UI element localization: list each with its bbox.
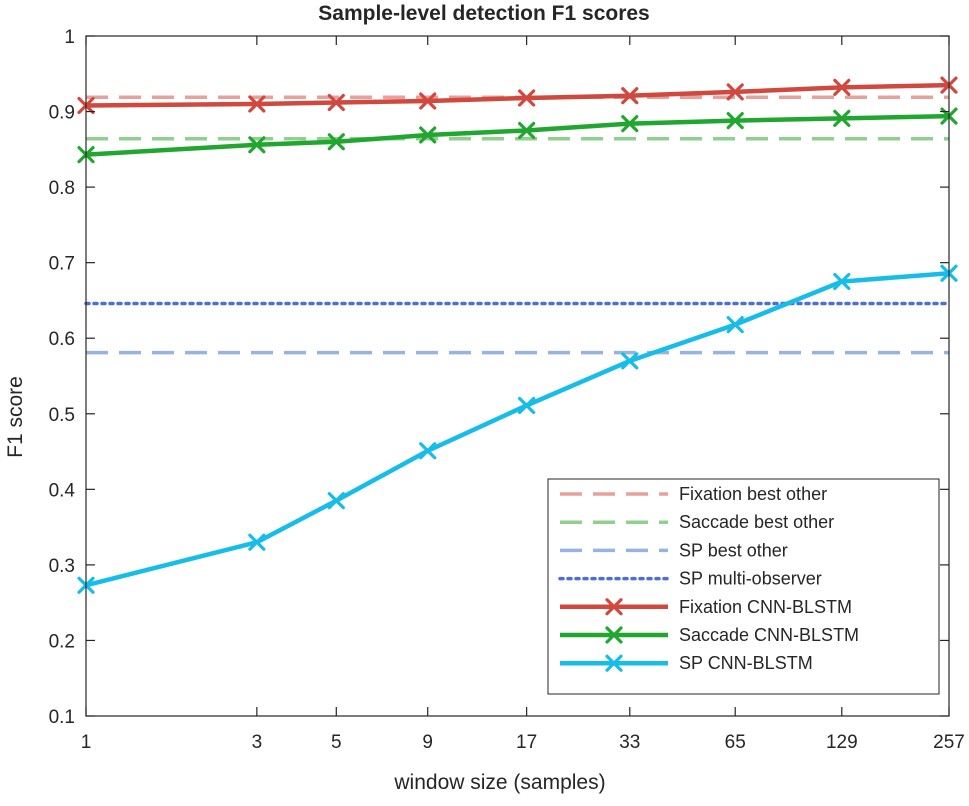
data-point-s1-1 bbox=[248, 136, 266, 154]
data-point-s2-5 bbox=[621, 352, 639, 370]
legend-label-5: Saccade CNN-BLSTM bbox=[679, 625, 859, 645]
legend-marker-4 bbox=[605, 598, 623, 616]
y-tick-label-1: 0.2 bbox=[49, 631, 75, 652]
plot-frame bbox=[85, 35, 950, 717]
data-point-s0-5 bbox=[621, 87, 639, 105]
data-point-s2-4 bbox=[518, 396, 536, 415]
y-tick-label-7: 0.8 bbox=[49, 178, 75, 199]
x-tick-label-4: 17 bbox=[516, 732, 537, 753]
x-tick-label-5: 33 bbox=[619, 732, 640, 753]
y-tick-label-2: 0.3 bbox=[49, 556, 75, 577]
legend-marker-6 bbox=[605, 654, 623, 672]
chart-title: Sample-level detection F1 scores bbox=[318, 2, 649, 25]
data-point-s1-2 bbox=[327, 133, 345, 151]
legend-label-3: SP multi-observer bbox=[679, 569, 822, 589]
x-axis-label: window size (samples) bbox=[393, 771, 605, 794]
x-tick-label-8: 257 bbox=[933, 732, 965, 753]
data-point-s2-1 bbox=[248, 533, 266, 551]
y-tick-label-0: 0.1 bbox=[49, 707, 75, 728]
legend-box bbox=[547, 478, 940, 695]
data-point-s1-6 bbox=[726, 112, 744, 130]
y-tick-label-5: 0.6 bbox=[49, 329, 75, 350]
x-tick-label-7: 129 bbox=[826, 732, 858, 753]
legend-label-6: SP CNN-BLSTM bbox=[679, 653, 813, 673]
data-point-s2-3 bbox=[419, 442, 437, 460]
data-point-s0-4 bbox=[518, 89, 536, 107]
data-point-s2-6 bbox=[726, 316, 744, 334]
y-tick-label-3: 0.4 bbox=[49, 480, 76, 501]
legend-label-0: Fixation best other bbox=[679, 484, 827, 504]
y-axis-label: F1 score bbox=[4, 376, 27, 458]
x-tick-label-2: 5 bbox=[331, 732, 342, 753]
data-point-s0-6 bbox=[726, 83, 744, 101]
x-tick-label-3: 9 bbox=[422, 732, 433, 753]
x-tick-label-0: 1 bbox=[81, 732, 92, 753]
data-point-s2-2 bbox=[327, 492, 345, 510]
y-tick-label-4: 0.5 bbox=[49, 405, 75, 426]
data-point-s2-7 bbox=[833, 272, 851, 291]
data-point-s1-5 bbox=[621, 115, 639, 133]
data-point-s0-3 bbox=[419, 92, 437, 110]
legend-label-1: Saccade best other bbox=[679, 512, 834, 532]
y-tick-label-8: 0.9 bbox=[49, 103, 75, 124]
x-tick-label-1: 3 bbox=[252, 732, 263, 753]
data-point-s0-7 bbox=[833, 78, 851, 96]
y-tick-label-9: 1 bbox=[64, 27, 75, 48]
data-point-s0-1 bbox=[248, 95, 266, 113]
legend-label-2: SP best other bbox=[679, 540, 788, 560]
data-point-s1-4 bbox=[518, 121, 536, 140]
data-point-s1-7 bbox=[833, 109, 851, 127]
data-point-s0-2 bbox=[327, 93, 345, 112]
x-tick-label-6: 65 bbox=[725, 732, 746, 753]
legend-marker-5 bbox=[605, 626, 623, 644]
data-point-s1-3 bbox=[419, 126, 437, 144]
legend-label-4: Fixation CNN-BLSTM bbox=[679, 597, 852, 617]
y-tick-label-6: 0.7 bbox=[49, 254, 75, 275]
